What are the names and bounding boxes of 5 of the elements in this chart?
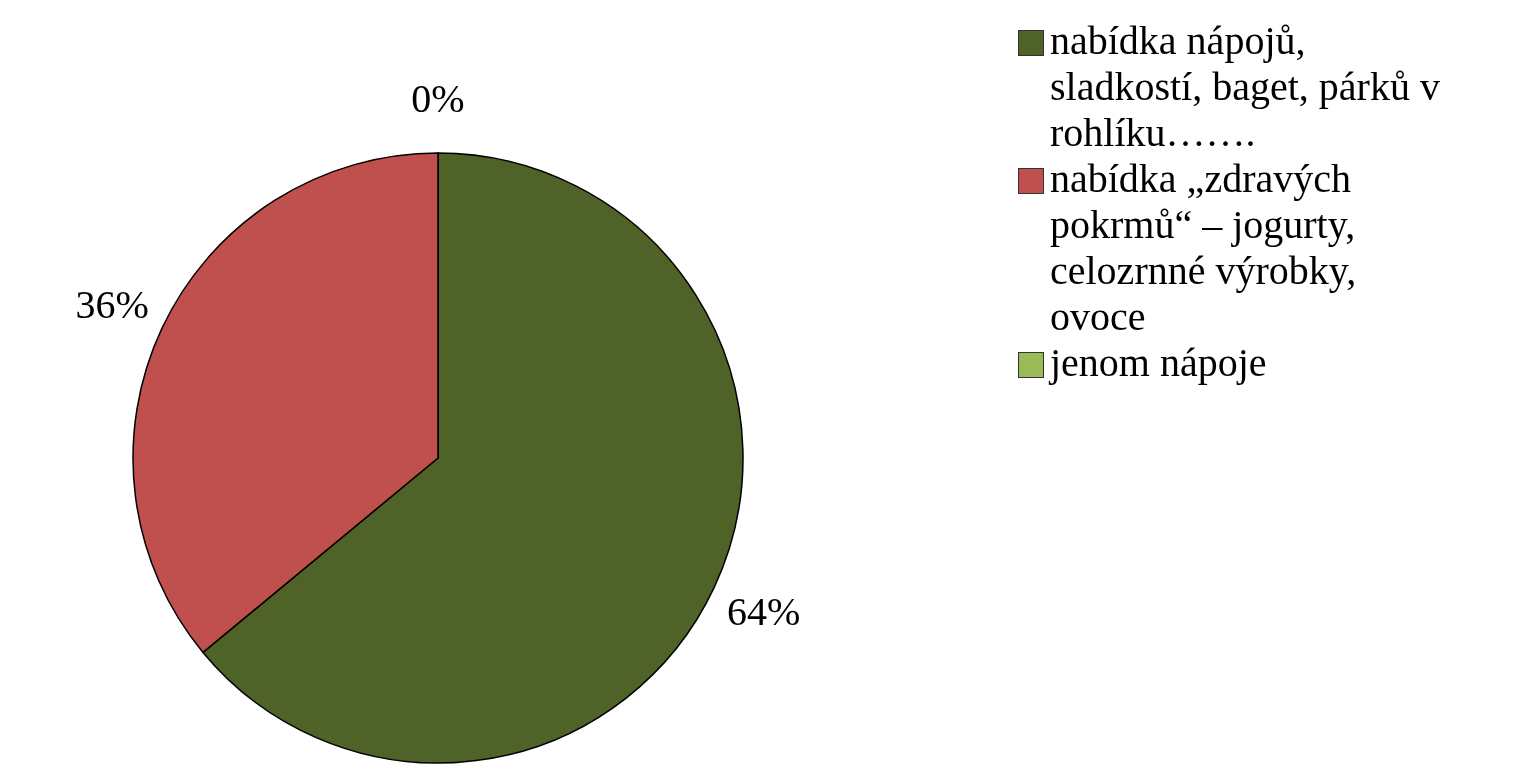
text: 0% [411, 75, 465, 121]
data-label: 64% [727, 588, 801, 634]
legend-label: nabídka nápojů, sladkostí, baget, párků v rohlíku……. [1050, 18, 1441, 156]
data-label: 36% [75, 282, 149, 328]
legend-label: jenom nápoje [1050, 340, 1268, 386]
